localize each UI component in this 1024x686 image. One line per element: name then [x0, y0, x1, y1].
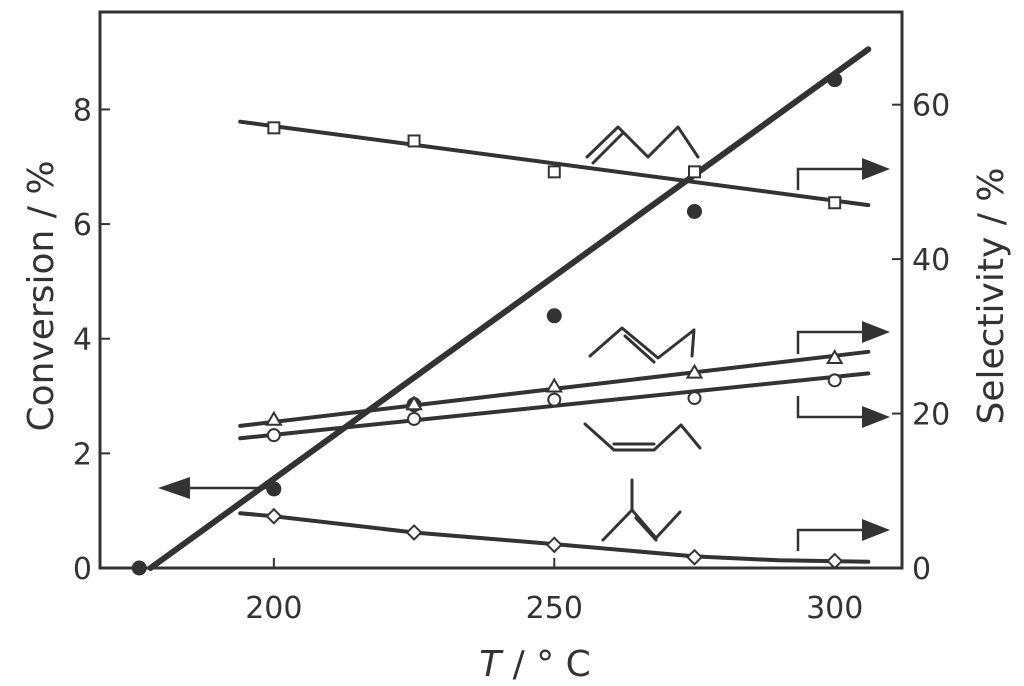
series-0-point	[131, 560, 147, 576]
plot-frame	[98, 10, 904, 570]
right-axis-arrow-cis-2-butene	[796, 396, 890, 428]
series-1-point	[547, 165, 561, 179]
series-1-point	[267, 121, 281, 135]
molecule-1-butene-icon	[585, 125, 700, 165]
y-right-tick-label: 0	[912, 552, 931, 587]
series-2-point	[825, 348, 844, 364]
series-3-point	[266, 428, 281, 443]
fit-lines	[147, 46, 872, 571]
y-right-axis-ticks: 0 20 40 60	[892, 89, 950, 587]
x-axis-title: T / ° C	[479, 644, 591, 685]
y-left-axis-ticks: 0 2 4 6 8	[73, 93, 110, 587]
y-left-tick-label: 0	[73, 552, 92, 587]
series-2-point	[405, 395, 423, 411]
series-4-point	[545, 536, 563, 554]
left-axis-arrow	[158, 477, 276, 499]
molecule-isobutene-icon	[601, 478, 682, 542]
x-tick-label: 300	[806, 591, 863, 626]
y-left-tick-label: 4	[73, 323, 92, 358]
y-left-tick-label: 8	[73, 93, 92, 128]
series-0-point	[546, 308, 562, 324]
y-right-tick-label: 20	[912, 398, 950, 433]
series-0-fit-line	[147, 46, 872, 571]
series-0-point	[827, 72, 843, 88]
right-axis-arrow-isobutene	[796, 519, 890, 551]
series-4-point	[265, 507, 283, 525]
series-1-point	[687, 165, 701, 179]
y-right-tick-label: 60	[912, 89, 950, 124]
series-3-point	[407, 411, 422, 426]
series-4-point	[405, 524, 423, 541]
y-left-tick-label: 6	[73, 208, 92, 243]
series-2-point	[265, 410, 283, 426]
molecule-trans-2-butene-icon	[588, 326, 696, 364]
series-1-point	[407, 134, 421, 148]
series-4-point	[826, 552, 844, 570]
y-left-axis-title: Conversion / %	[21, 160, 62, 431]
series-4-point	[686, 548, 703, 566]
molecule-cis-2-butene-icon	[583, 422, 702, 452]
x-axis-title-symbol: T	[479, 644, 504, 685]
series-0-point	[686, 203, 702, 219]
x-axis-ticks: 200 250 300	[245, 558, 863, 626]
series-2-point	[545, 377, 564, 393]
right-axis-arrow-1-butene	[796, 158, 890, 190]
x-tick-label: 250	[526, 591, 583, 626]
series-3-point	[687, 391, 702, 406]
series-1-fit-line	[238, 119, 871, 208]
y-left-tick-label: 2	[73, 437, 92, 472]
series-1-point	[828, 196, 842, 210]
series-3-point	[547, 392, 562, 407]
x-axis-title-unit: / ° C	[501, 644, 591, 685]
y-right-axis-title: Selectivity / %	[971, 167, 1012, 424]
right-axis-arrow-trans-2-butene	[796, 321, 890, 354]
y-right-tick-label: 40	[912, 243, 950, 278]
x-tick-label: 200	[245, 591, 302, 626]
series-2-point	[685, 363, 704, 379]
series-3-point	[827, 373, 842, 388]
